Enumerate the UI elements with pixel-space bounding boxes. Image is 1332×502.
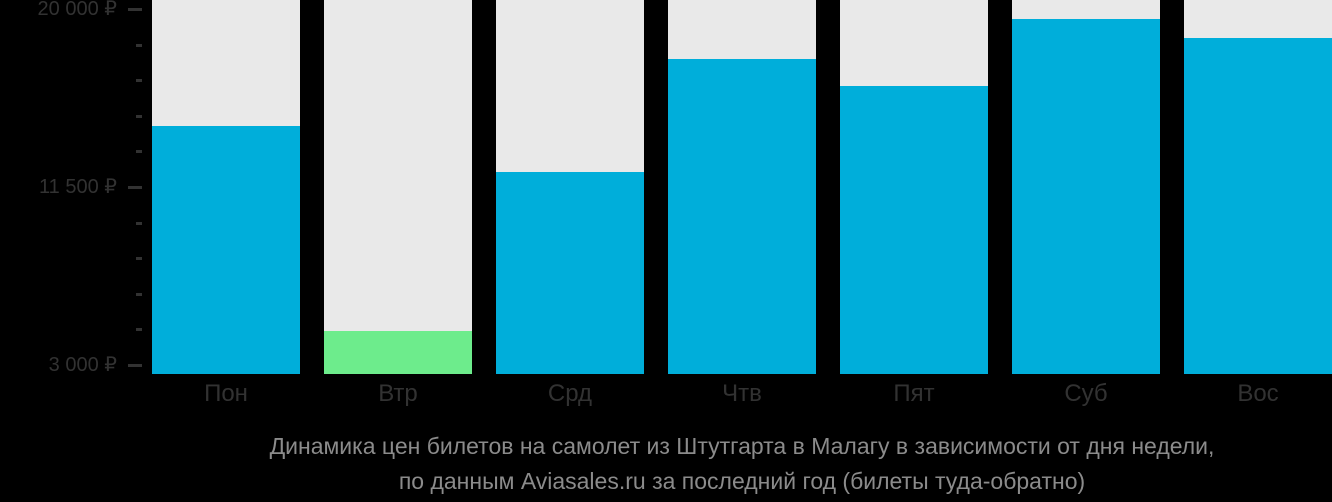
bar-track (324, 0, 472, 374)
y-axis-major-tick (128, 364, 142, 367)
y-axis-minor-tick (136, 293, 142, 296)
y-axis-label: 20 000 ₽ (37, 0, 117, 20)
y-axis-minor-tick (136, 115, 142, 118)
y-axis-label: 11 500 ₽ (39, 176, 117, 198)
y-axis-minor-tick (136, 44, 142, 47)
x-axis-label-5: Пят (893, 380, 935, 407)
bar-fill-Вос[interactable] (1184, 38, 1332, 374)
bar-fill-Пят[interactable] (840, 86, 988, 374)
y-axis-minor-tick (136, 150, 142, 153)
bar-slot-4 (668, 0, 816, 374)
bar-fill-Втр[interactable] (324, 331, 472, 374)
caption-line-1: Динамика цен билетов на самолет из Штутг… (269, 433, 1215, 459)
bar-slot-3 (496, 0, 644, 374)
bar-fill-Чтв[interactable] (668, 59, 816, 374)
bar-slot-5 (840, 0, 988, 374)
y-axis-major-tick (128, 186, 142, 189)
y-axis-major-tick (128, 8, 142, 11)
chart-caption: Динамика цен билетов на самолет из Штутг… (152, 429, 1332, 499)
x-axis-label-6: Суб (1064, 380, 1108, 407)
bar-fill-Пон[interactable] (152, 126, 300, 374)
bar-slot-2 (324, 0, 472, 374)
x-axis-label-3: Срд (547, 380, 593, 407)
bar-fill-Срд[interactable] (496, 172, 644, 374)
x-axis-label-7: Вос (1237, 380, 1279, 407)
plot-area (152, 0, 1332, 374)
x-axis-label-2: Втр (378, 380, 418, 407)
y-axis-minor-tick (136, 257, 142, 260)
y-axis-minor-tick (136, 222, 142, 225)
bar-slot-7 (1184, 0, 1332, 374)
x-axis: Пон Втр Срд Чтв Пят Суб Вос (152, 379, 1332, 411)
y-axis: 3 000 ₽ 11 500 ₽ 20 000 ₽ (0, 0, 152, 376)
x-axis-label-1: Пон (204, 380, 248, 407)
caption-line-2: по данным Aviasales.ru за последний год … (398, 468, 1086, 494)
y-axis-minor-tick (136, 328, 142, 331)
x-axis-label-4: Чтв (722, 380, 762, 407)
bar-slot-6 (1012, 0, 1160, 374)
y-axis-minor-tick (136, 79, 142, 82)
bar-fill-Суб[interactable] (1012, 19, 1160, 374)
y-axis-label: 3 000 ₽ (48, 354, 117, 376)
bar-slot-1 (152, 0, 300, 374)
